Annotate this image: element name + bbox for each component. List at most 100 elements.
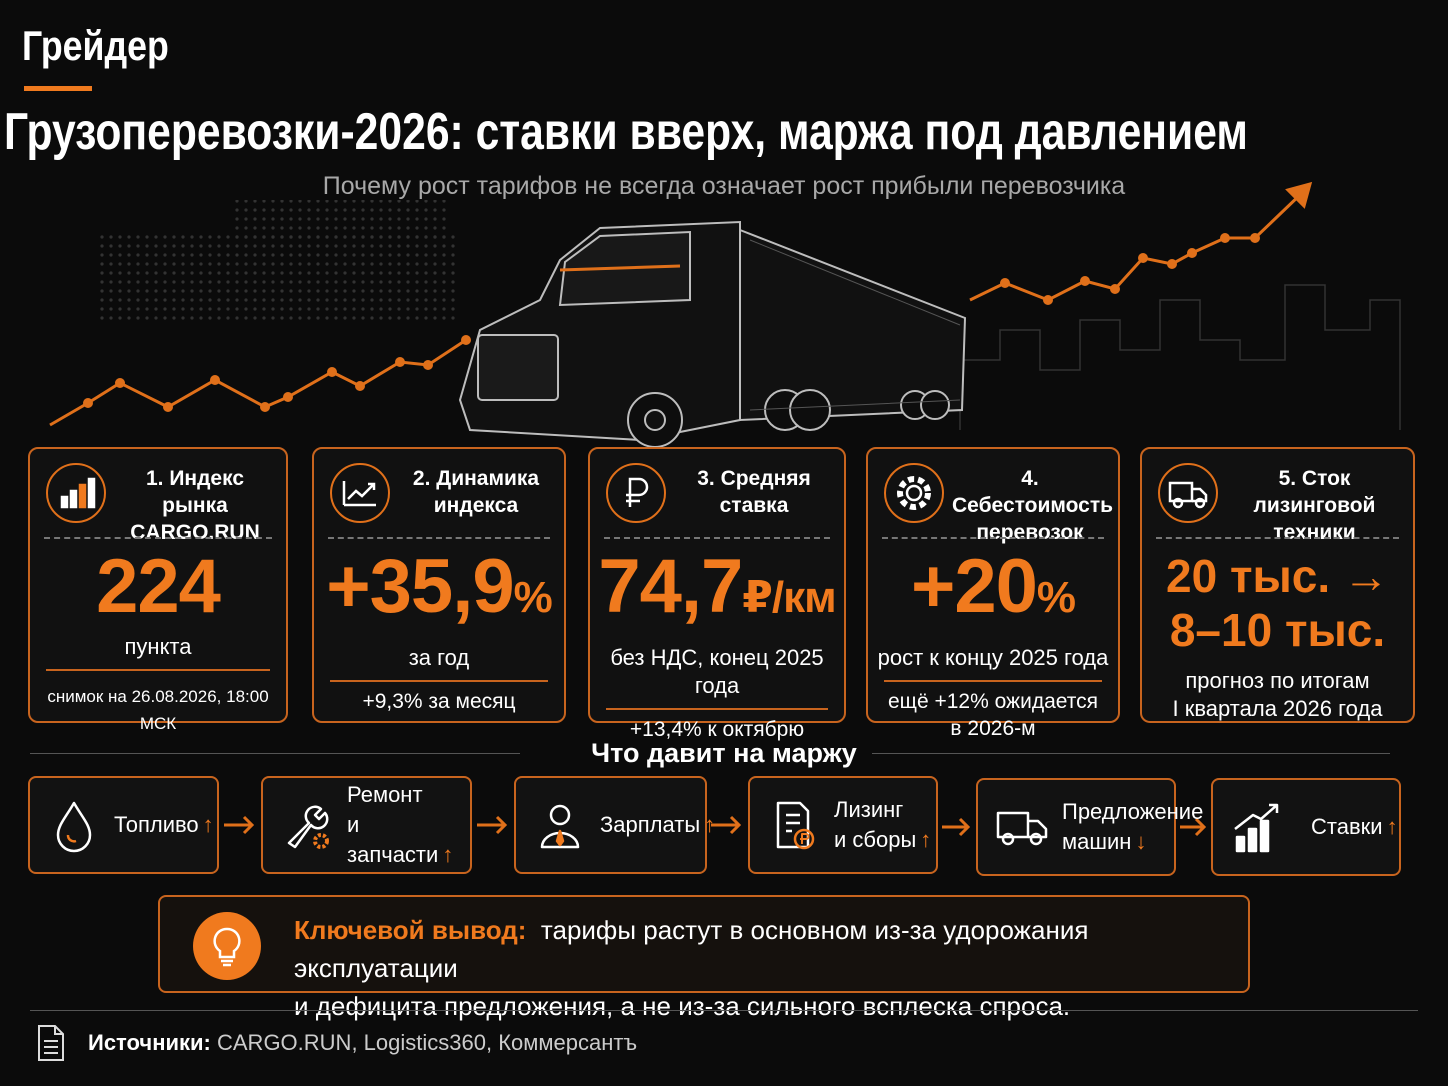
factor-trend: ↑ [442,842,454,867]
document-icon [38,1025,64,1061]
factor-trend: ↑ [202,812,214,837]
card-icon [884,463,944,523]
card-note: +13,4% к октябрю [590,716,844,743]
footer-divider [30,1010,1418,1011]
card-icon [330,463,390,523]
factor-label: Топливо ↑ [114,810,214,840]
factor-trend: ↓ [1135,829,1147,854]
card-value: 20 тыс. → [1166,550,1389,602]
card-body: +35,9% за год +9,3% за месяц [314,541,564,715]
factor-label-line: Топливо ↑ [114,810,214,840]
note-line: в 2026-м [950,717,1036,740]
factor-icon [56,801,92,853]
value-number: +20 [910,544,1038,629]
factor-box: Предложение машин ↓ [976,778,1203,876]
sources-text: CARGO.RUN, Logistics360, Коммерсантъ [217,1030,638,1055]
card-value: +35,9% [314,541,564,644]
factor-label: Ремонт и запчасти ↑ [347,780,470,870]
card-caption: без НДС, конец 2025 года [590,644,844,700]
factor-icon [776,801,815,850]
card-value: 8–10 тыс. [1169,604,1386,656]
conclusion-line: и дефицита предложения, а не из-за сильн… [294,991,1071,1021]
trend-points [83,233,1260,412]
card-caption: пункта [30,633,286,661]
factor-label: Лизинг и сборы ↑ [834,795,931,855]
dashed-separator [44,537,272,539]
factor-icon [540,804,580,849]
city-skyline [959,284,1401,430]
card-title-line: 2. Динамика [412,467,540,490]
card-rule [330,680,548,682]
factor-text: машин [1062,829,1132,854]
stat-card: 3. Средняя ставка 74,7₽/км без НДС, конец 2… [588,447,846,741]
factor-label-line: Ставки ↑ [1311,812,1398,842]
card-value: +20% [868,541,1118,644]
factor-text: Лизинг [834,797,904,822]
note-line: ещё +12% ожидается [888,690,1098,713]
factor-label-line: и сборы ↑ [834,825,931,855]
icon [60,477,96,509]
card-title: 3. Средняя ставка [674,465,834,519]
value-number: 224 [96,544,221,629]
card-note: +9,3% за месяц [314,688,564,715]
factor-trend: ↑ [1386,814,1398,839]
factor-icon [1234,803,1279,853]
brand: Грейдер [22,22,169,69]
card-rule [606,708,828,710]
value-number: +35,9 [326,544,514,629]
stat-card: 2. Динамика индекса +35,9% за год +9,3% за м… [312,447,566,723]
card-title: 5. Сток лизинговой техники [1226,465,1403,546]
factor-text: Зарплаты [600,812,701,837]
factor-label: Ставки ↑ [1311,812,1398,842]
card-value: 224 [30,541,286,633]
conclusion-line: тарифы растут в основном из-за удорожани… [294,915,1089,983]
sources-label: Источники: [88,1030,211,1055]
card-rule [46,669,270,671]
card-title-line: индекса [433,494,519,517]
caption-line: без НДС, конец 2025 года [610,645,824,698]
dashed-separator [604,537,830,539]
factor-trend: ↑ [704,812,716,837]
subtitle: Почему рост тарифов не всегда означает р… [322,172,1126,200]
factor-label-line: машин ↓ [1062,827,1203,857]
truck [458,220,967,448]
brand-underline [24,86,92,91]
card-title-line: 5. Сток лизинговой [1253,467,1376,517]
factor-text: Ремонт [347,782,423,807]
card-title: 4. Себестоимость перевозок [952,465,1113,546]
factor-icon [996,811,1048,846]
note-line: +13,4% к октябрю [629,718,805,741]
value-unit: ₽/км [742,573,836,622]
factor-text: Предложение [1062,799,1204,824]
conclusion-text: Ключевой вывод: тарифы растут в основном… [294,911,1248,1025]
conclusion: Ключевой вывод: тарифы растут в основном… [158,895,1250,1021]
factor-text: Топливо [114,812,199,837]
card-icon [1158,463,1218,523]
icon [626,477,649,507]
factor-box: Зарплаты ↑ [514,776,715,874]
dashed-separator [1156,537,1399,539]
card-note: снимок на 26.08.2026, 18:00 МСК [30,683,286,737]
card-title-line: 3. Средняя [697,467,811,490]
factor-label: Предложение машин ↓ [1062,797,1203,857]
card-rule [884,680,1102,682]
caption-line: за год [408,645,470,670]
factor-label-line: Ремонт [347,780,470,810]
card-title-line: 1. Индекс рынка [145,467,245,517]
factor-label-line: и запчасти ↑ [347,810,470,870]
card-icon [606,463,666,523]
factor-label-line: Предложение [1062,797,1203,827]
caption-line: прогноз по итогам [1185,668,1370,693]
sources: Источники: CARGO.RUN, Logistics360, Комм… [88,1030,637,1056]
icon [342,481,376,507]
factor-icon [287,805,329,849]
dashed-separator [328,537,550,539]
factor-box: Ставки ↑ [1211,778,1401,876]
stat-card: 1. Индекс рынка CARGO.RUN 224 пункта снимок … [28,447,288,733]
caption-line: I квартала 2026 года [1172,696,1383,721]
divider [872,753,1390,754]
factor-box: Ремонт и запчасти ↑ [261,776,472,874]
bulb-icon [193,912,261,980]
